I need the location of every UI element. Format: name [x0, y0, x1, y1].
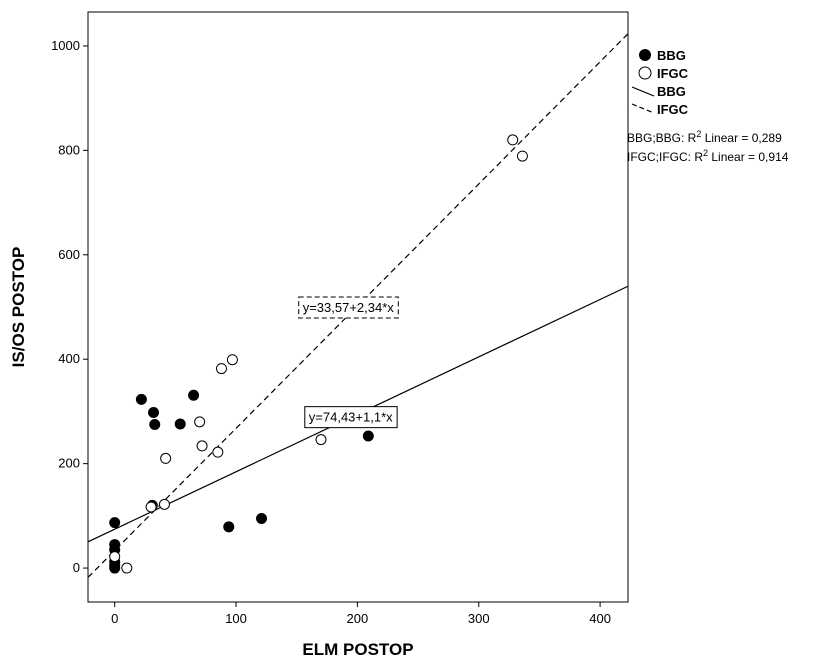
fit-equation-ifgc: y=33,57+2,34*x [303, 300, 395, 315]
fit-equation-box-bbg [304, 406, 398, 429]
y-tick-label: 1000 [51, 38, 80, 53]
data-point-ifgc [145, 501, 157, 513]
r2-stat-bbg-sup: 2 [696, 129, 701, 139]
y-axis-ticks: 0 200 400 600 800 1000 [51, 38, 88, 575]
legend-label-ifgc-line: IFGC [657, 102, 689, 117]
data-point-bbg [109, 539, 121, 551]
y-axis-title: IS/OS POSTOP [9, 247, 28, 368]
data-point-bbg [135, 393, 147, 405]
x-tick-label: 300 [468, 611, 490, 626]
fit-equation-bbg: y=74,43+1,1*x [309, 410, 393, 425]
y-tick-label: 600 [58, 247, 80, 262]
legend-label-ifgc-marker: IFGC [657, 66, 689, 81]
y-tick-label: 200 [58, 456, 80, 471]
x-tick-label: 0 [111, 611, 118, 626]
r2-stat-bbg-suffix: Linear = 0,289 [701, 131, 782, 145]
y-tick-label: 0 [73, 560, 80, 575]
fit-equation-box-ifgc [298, 296, 399, 319]
data-point-ifgc [194, 416, 206, 428]
r2-stat-ifgc: IFGC;IFGC: R2 Linear = 0,914 [627, 148, 789, 164]
data-point-ifgc [160, 452, 172, 464]
x-tick-label: 200 [347, 611, 369, 626]
legend-marker-ifgc [638, 66, 652, 80]
y-tick-label: 800 [58, 142, 80, 157]
data-point-ifgc [196, 440, 208, 452]
x-tick-label: 100 [225, 611, 247, 626]
legend-line-ifgc [631, 103, 655, 114]
data-point-bbg [362, 430, 374, 442]
data-point-bbg [223, 521, 235, 533]
data-point-bbg [148, 406, 160, 418]
r2-stat-bbg: BBG;BBG: R2 Linear = 0,289 [627, 129, 782, 145]
x-axis-ticks: 0 100 200 300 400 [111, 602, 611, 626]
r2-stat-bbg-prefix: BBG;BBG: R [627, 131, 697, 145]
y-tick-label: 400 [58, 351, 80, 366]
x-tick-label: 400 [589, 611, 611, 626]
data-point-ifgc [158, 498, 170, 510]
legend: BBG IFGC BBG IFGC [631, 48, 689, 117]
data-point-ifgc [215, 363, 227, 375]
data-point-bbg [149, 418, 161, 430]
fit-equation-labels: y=74,43+1,1*x y=33,57+2,34*x [298, 296, 399, 429]
data-point-ifgc [109, 551, 121, 563]
r2-stat-ifgc-suffix: Linear = 0,914 [708, 150, 789, 164]
data-point-bbg [188, 389, 200, 401]
r2-stat-ifgc-sup: 2 [703, 148, 708, 158]
data-point-ifgc [121, 562, 133, 574]
data-point-bbg [174, 418, 186, 430]
data-point-ifgc [516, 150, 528, 162]
data-points [109, 134, 528, 574]
data-point-bbg [109, 517, 121, 529]
x-axis-title: ELM POSTOP [302, 640, 413, 659]
legend-line-bbg [631, 86, 655, 97]
data-point-ifgc [226, 354, 238, 366]
data-point-ifgc [212, 446, 224, 458]
legend-label-bbg-line: BBG [657, 84, 686, 99]
legend-marker-bbg [639, 49, 651, 61]
legend-label-bbg-marker: BBG [657, 48, 686, 63]
data-point-bbg [256, 512, 268, 524]
r2-stat-ifgc-prefix: IFGC;IFGC: R [627, 150, 703, 164]
data-point-ifgc [507, 134, 519, 146]
data-point-ifgc [315, 434, 327, 446]
